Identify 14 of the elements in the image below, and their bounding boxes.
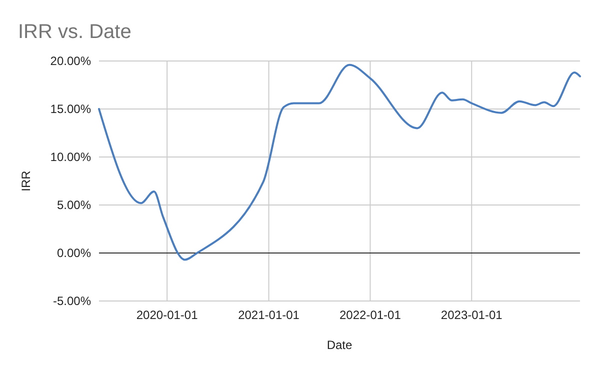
x-tick-label: 2022-01-01	[340, 308, 402, 322]
y-tick-label: -5.00%	[52, 294, 92, 308]
y-tick-label: 15.00%	[50, 102, 92, 116]
y-tick-label: 10.00%	[50, 150, 92, 164]
y-tick-label: 20.00%	[50, 54, 92, 68]
line-series	[98, 64, 581, 261]
y-tick-label: 5.00%	[56, 198, 92, 212]
x-tick-label: 2021-01-01	[238, 308, 300, 322]
chart-title: IRR vs. Date	[18, 21, 132, 43]
x-tick-label: 2020-01-01	[136, 308, 198, 322]
y-tick-label: 0.00%	[56, 246, 92, 260]
x-tick-label: 2023-01-01	[440, 308, 503, 322]
y-axis-title: IRR	[19, 170, 33, 192]
x-axis-title: Date	[326, 338, 352, 352]
